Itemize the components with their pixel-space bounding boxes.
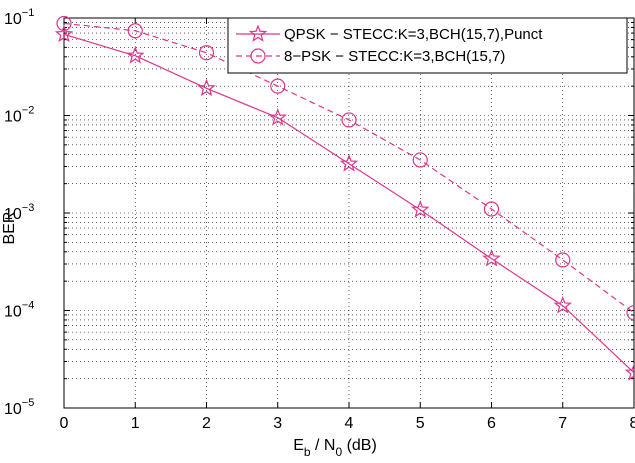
series-layer <box>54 15 634 381</box>
x-tick-label: 3 <box>273 415 282 432</box>
y-tick-label: 10−2 <box>4 105 34 126</box>
grid <box>64 18 634 408</box>
x-tick-label: 5 <box>416 415 425 432</box>
y-tick-label: 10−5 <box>4 397 34 418</box>
data-point-circle <box>56 15 72 32</box>
data-point-circle <box>412 152 428 168</box>
y-axis-label: BER <box>1 212 18 245</box>
data-point-circle <box>270 78 286 94</box>
y-tick-label: 10−1 <box>4 7 34 28</box>
y-tick-label: 10−4 <box>4 300 34 321</box>
x-tick-labels: 0 1 2 3 4 5 6 7 8 <box>60 415 635 432</box>
data-point-star <box>339 154 359 172</box>
legend-label-qpsk: QPSK − STECC:K=3,BCH(15,7),Punct <box>284 26 543 43</box>
x-tick-label: 0 <box>60 415 69 432</box>
data-point-star <box>553 296 572 314</box>
series-line-1 <box>63 22 634 314</box>
data-point-circle <box>127 23 143 39</box>
data-point-star <box>411 200 430 218</box>
data-point-star <box>126 46 145 64</box>
axis-ticks <box>63 18 635 408</box>
x-tick-label: 4 <box>345 415 354 432</box>
legend-box <box>227 17 628 74</box>
data-point-circle <box>341 112 357 128</box>
x-tick-label: 7 <box>558 415 567 432</box>
y-tick-label: 10−3 <box>4 202 34 223</box>
legend: QPSK − STECC:K=3,BCH(15,7),Punct 8−PSK −… <box>227 17 628 74</box>
data-point-circle <box>626 305 634 321</box>
data-point-star <box>624 363 634 381</box>
y-tick-labels: 10−5 10−4 10−3 10−2 10−1 <box>4 7 34 418</box>
x-tick-label: 2 <box>202 415 211 432</box>
data-point-star <box>197 78 216 97</box>
legend-label-8psk: 8−PSK − STECC:K=3,BCH(15,7) <box>284 48 505 65</box>
x-tick-label: 1 <box>131 415 140 432</box>
x-axis-label: Eb / N0 (dB) <box>293 437 377 459</box>
legend-star-marker <box>248 24 268 42</box>
x-tick-label: 8 <box>630 415 635 432</box>
data-point-star <box>482 248 501 267</box>
data-point-circle <box>198 45 215 61</box>
legend-circle-marker <box>250 48 266 64</box>
data-point-circle <box>555 252 571 268</box>
series-line-0 <box>63 33 634 374</box>
data-point-circle <box>483 201 500 217</box>
data-point-star <box>268 107 287 126</box>
data-point-star <box>54 24 74 43</box>
x-tick-label: 6 <box>487 415 496 432</box>
